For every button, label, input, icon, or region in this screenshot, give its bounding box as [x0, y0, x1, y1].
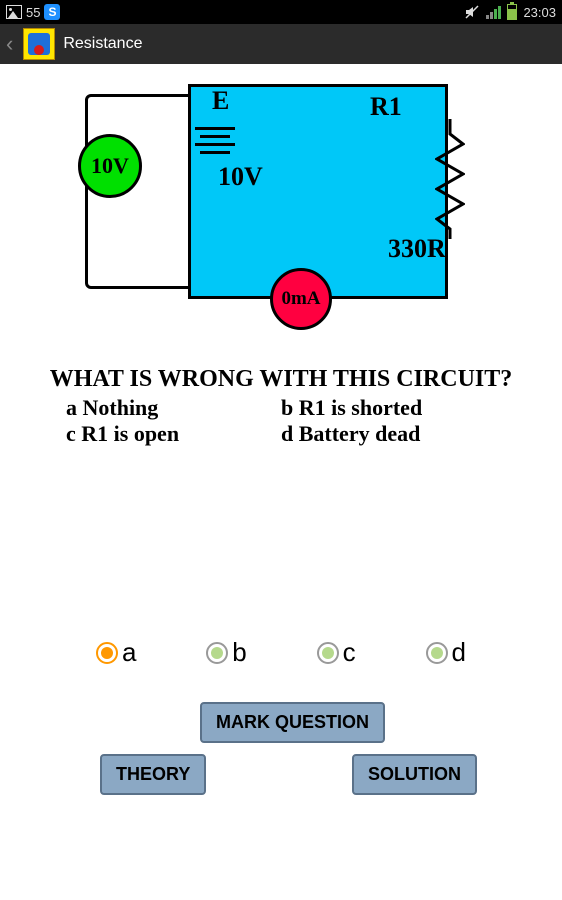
battery-symbol — [195, 122, 235, 159]
skype-icon: S — [44, 4, 60, 20]
theory-button[interactable]: THEORY — [100, 754, 206, 795]
mark-question-button[interactable]: MARK QUESTION — [200, 702, 385, 743]
option-b: b R1 is shorted — [281, 395, 496, 421]
ammeter: 0mA — [270, 268, 332, 330]
app-icon[interactable] — [23, 28, 55, 60]
voltage-source: 10V — [78, 134, 142, 198]
notification-count: 55 — [26, 5, 40, 20]
radio-b[interactable]: b — [206, 637, 246, 668]
label-e-value: 10V — [218, 162, 263, 192]
radio-c-label: c — [343, 637, 356, 668]
gallery-icon — [6, 5, 22, 19]
label-r1-value: 330R — [388, 234, 446, 264]
option-d: d Battery dead — [281, 421, 496, 447]
android-status-bar: 55 S 23:03 — [0, 0, 562, 24]
action-buttons: MARK QUESTION THEORY SOLUTION — [0, 702, 562, 822]
label-e: E — [212, 86, 229, 116]
radio-a[interactable]: a — [96, 637, 136, 668]
radio-b-label: b — [232, 637, 246, 668]
content-area: 10V 0mA E 10V R1 330R WHAT IS WRONG WITH… — [0, 64, 562, 900]
source-label: 10V — [91, 153, 129, 179]
signal-icon — [486, 5, 501, 19]
ammeter-label: 0mA — [281, 288, 320, 310]
circuit-diagram: 10V 0mA E 10V R1 330R — [0, 64, 562, 384]
screen-title: Resistance — [63, 35, 142, 53]
clock: 23:03 — [523, 5, 556, 20]
option-c: c R1 is open — [66, 421, 281, 447]
mute-icon — [464, 4, 480, 20]
app-title-bar: ‹ Resistance — [0, 24, 562, 64]
answer-radios: a b c d — [61, 637, 501, 668]
resistor-symbol — [435, 119, 465, 244]
battery-icon — [507, 4, 517, 20]
question-options: a Nothing b R1 is shorted c R1 is open d… — [66, 395, 496, 447]
radio-a-label: a — [122, 637, 136, 668]
radio-c[interactable]: c — [317, 637, 356, 668]
radio-d-label: d — [452, 637, 466, 668]
option-a: a Nothing — [66, 395, 281, 421]
radio-d[interactable]: d — [426, 637, 466, 668]
label-r1: R1 — [370, 92, 402, 122]
solution-button[interactable]: SOLUTION — [352, 754, 477, 795]
back-icon[interactable]: ‹ — [4, 31, 15, 57]
